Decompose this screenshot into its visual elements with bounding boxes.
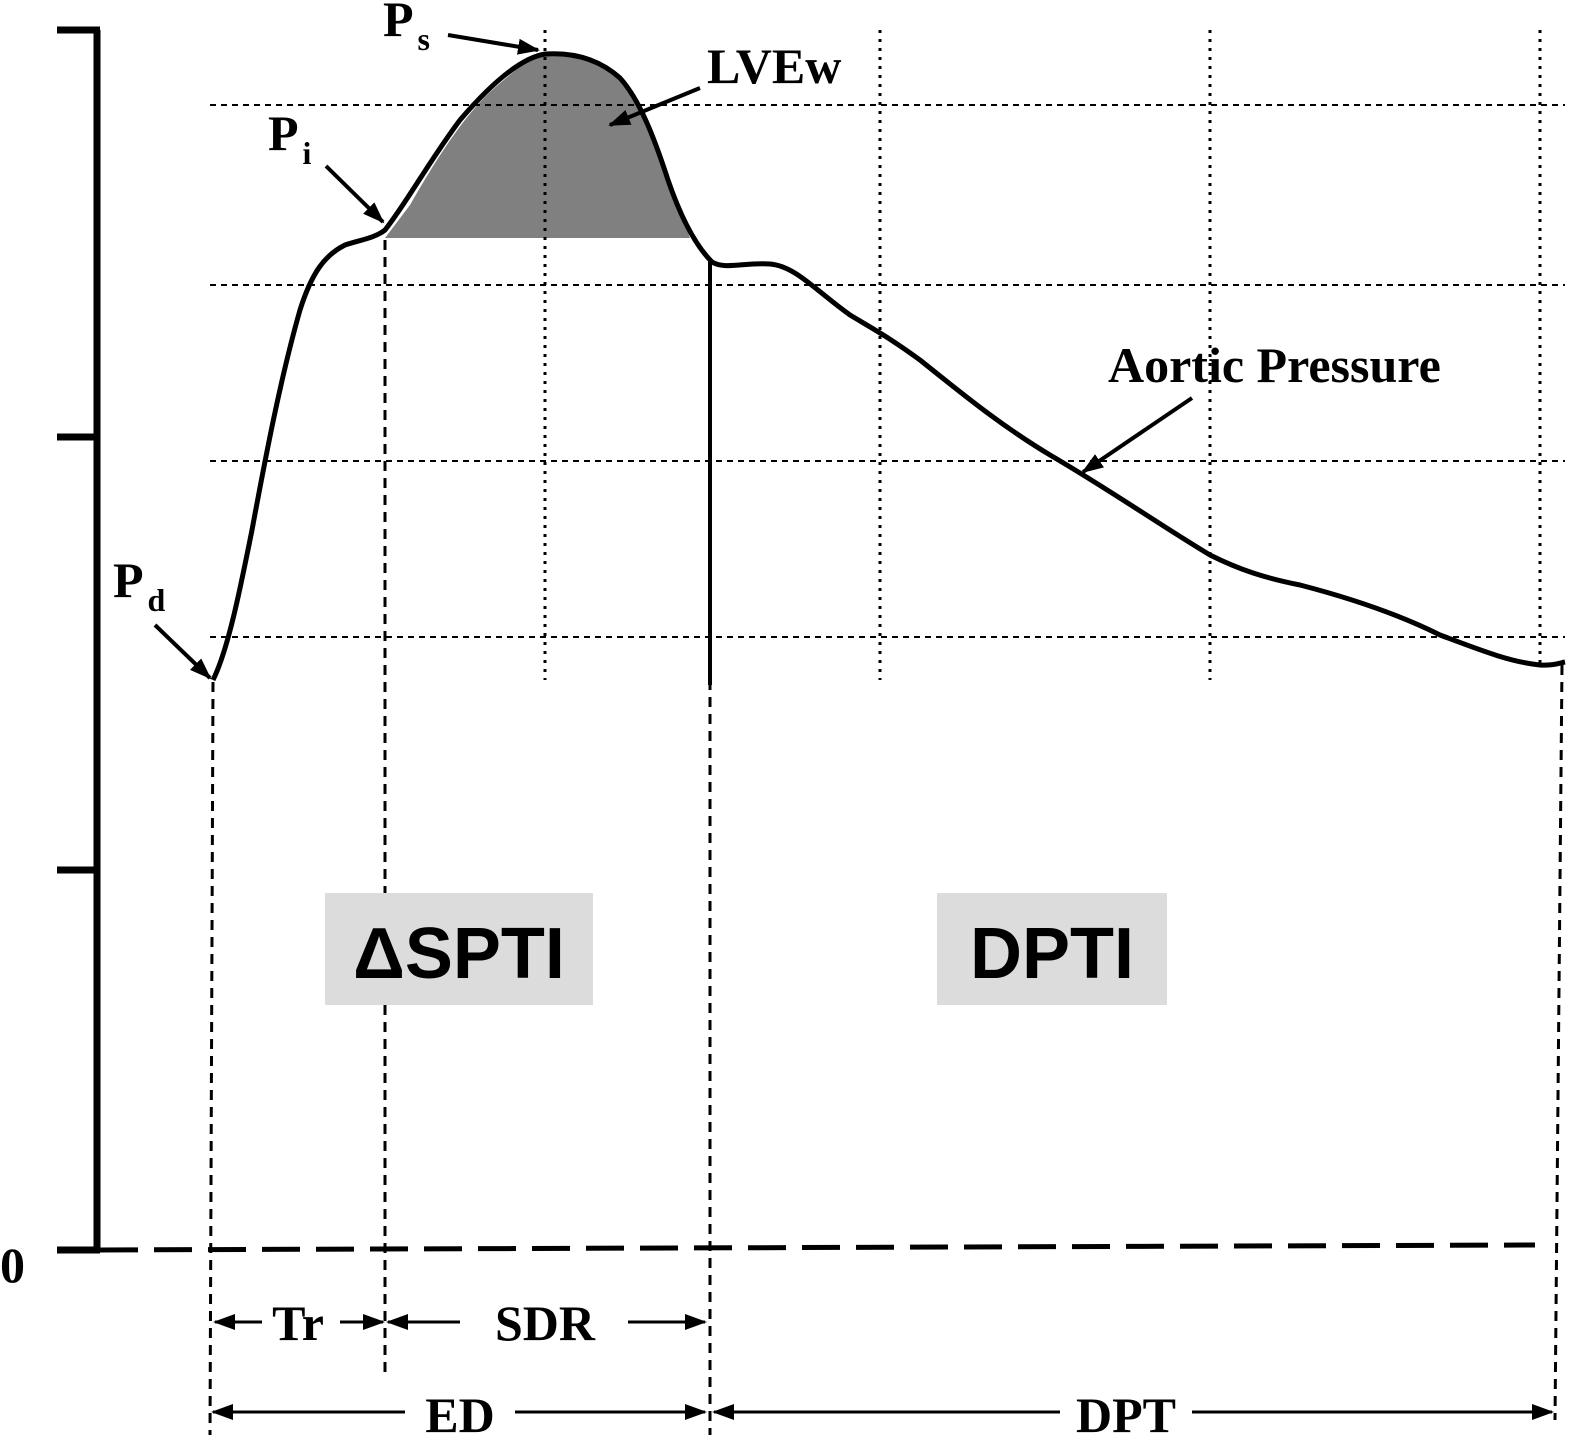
zero-label: 0 xyxy=(0,1237,25,1293)
grid xyxy=(210,104,1565,638)
grid-vertical xyxy=(543,30,1542,680)
pd-main: P xyxy=(113,552,144,608)
spti-label: ΔSPTI xyxy=(353,914,565,994)
dpti-box xyxy=(937,893,1167,1005)
dpti-label: DPTI xyxy=(970,914,1134,994)
time-markers xyxy=(208,240,1564,1436)
spti-box xyxy=(325,893,593,1005)
zero-line xyxy=(99,1242,1536,1253)
pd-sub: d xyxy=(148,582,166,618)
sdr-label: SDR xyxy=(495,1295,596,1351)
ps-sub: s xyxy=(418,21,430,57)
pi-main: P xyxy=(268,105,299,161)
lvew-area xyxy=(385,53,690,238)
tr-label: Tr xyxy=(272,1295,324,1351)
ps-main: P xyxy=(383,0,414,47)
aortic-pressure-label: Aortic Pressure xyxy=(1108,337,1441,393)
lvew-label: LVEw xyxy=(707,38,841,94)
pi-sub: i xyxy=(303,135,312,171)
ed-label: ED xyxy=(425,1387,494,1443)
annotation-arrows xyxy=(153,33,1194,680)
dpt-label: DPT xyxy=(1076,1387,1176,1443)
aortic-pressure-curve xyxy=(210,51,1566,682)
y-axis xyxy=(57,26,101,1254)
interval-arrows xyxy=(211,1314,1554,1420)
